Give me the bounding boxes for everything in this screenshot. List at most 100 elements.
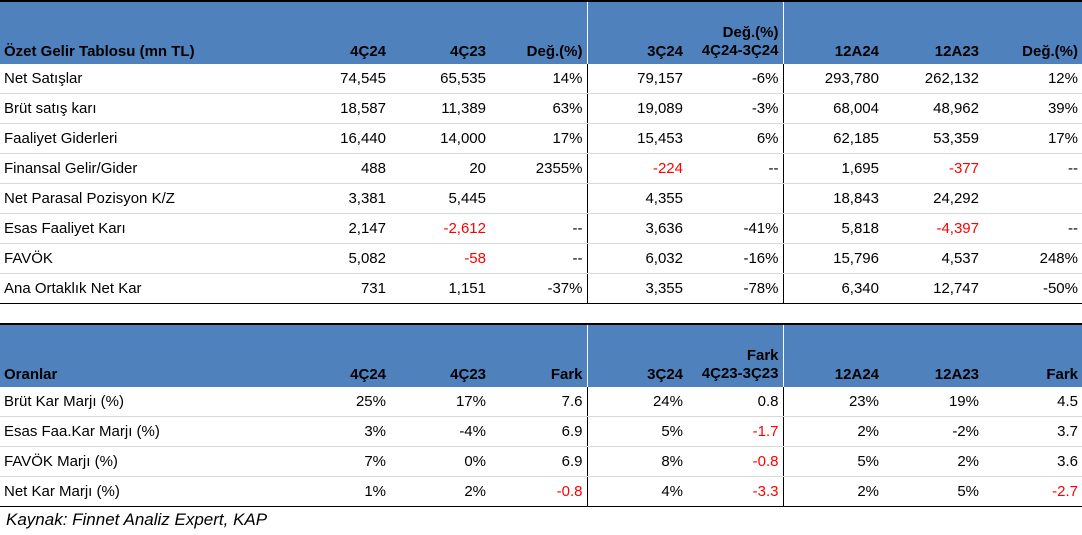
table-cell: 2355% — [490, 153, 588, 184]
income-header-cell: Özet Gelir Tablosu (mn TL) — [0, 0, 290, 64]
table-cell: 731 — [290, 273, 390, 304]
table-cell: 4.5 — [983, 387, 1082, 417]
row-label: Esas Faa.Kar Marjı (%) — [0, 416, 290, 447]
table-cell: 248% — [983, 243, 1082, 274]
table-cell: -0.8 — [490, 476, 588, 507]
ratios-body: Brüt Kar Marjı (%) 25% 17% 7.6 24% 0.8 23% 19% 4… — [0, 387, 1082, 507]
row-label: Brüt Kar Marjı (%) — [0, 387, 290, 417]
ratios-header-cell: Fark 4Ç23-3Ç23 — [687, 323, 783, 387]
table-cell: 6.9 — [490, 446, 588, 477]
table-cell: -37% — [490, 273, 588, 304]
table-cell: 3.7 — [983, 416, 1082, 447]
table-cell: -41% — [687, 213, 784, 244]
table-cell: 16,440 — [290, 123, 390, 154]
table-cell: -377 — [883, 153, 983, 184]
row-label: Brüt satış karı — [0, 93, 290, 124]
table-cell: 8% — [587, 446, 687, 477]
table-cell: -6% — [687, 64, 784, 94]
table-cell: 2,147 — [290, 213, 390, 244]
table-cell: 6,032 — [587, 243, 687, 274]
table-cell: 3,381 — [290, 183, 390, 214]
income-header-cell: 4Ç24 — [290, 0, 390, 64]
table-cell: -4,397 — [883, 213, 983, 244]
table-row: Esas Faa.Kar Marjı (%) 3% -4% 6.9 5% -1.7 2% -2… — [0, 416, 1082, 447]
ratios-header-row: Oranlar 4Ç24 4Ç23 Fark 3Ç24 Fark 4Ç23-3Ç23 12A2… — [0, 323, 1082, 387]
table-cell: 6,340 — [783, 273, 883, 304]
table-cell: 68,004 — [783, 93, 883, 124]
table-row: Faaliyet Giderleri 16,440 14,000 17% 15,453 6… — [0, 123, 1082, 154]
table-cell: 5% — [587, 416, 687, 447]
table-cell: 17% — [490, 123, 588, 154]
table-cell: -0.8 — [687, 446, 784, 477]
ratios-header-cell: Fark — [490, 323, 587, 387]
table-row: Net Parasal Pozisyon K/Z 3,381 5,445 4,355 1… — [0, 183, 1082, 214]
row-label: Finansal Gelir/Gider — [0, 153, 290, 184]
income-header-line: Değ.(%) — [722, 24, 779, 41]
table-row: Brüt satış karı 18,587 11,389 63% 19,089 -3% 6… — [0, 93, 1082, 124]
table-cell: -2.7 — [983, 476, 1082, 507]
table-cell: 6% — [687, 123, 784, 154]
table-cell: 20 — [390, 153, 490, 184]
table-cell: 79,157 — [587, 64, 687, 94]
table-cell: 65,535 — [390, 64, 490, 94]
table-cell: 3,355 — [587, 273, 687, 304]
table-cell: 2% — [783, 476, 883, 507]
table-cell: -1.7 — [687, 416, 784, 447]
table-cell: 5% — [883, 476, 983, 507]
table-cell: 14,000 — [390, 123, 490, 154]
table-cell: 74,545 — [290, 64, 390, 94]
income-header-cell: Değ.(%) — [983, 0, 1082, 64]
table-cell: 19,089 — [587, 93, 687, 124]
table-cell: 7% — [290, 446, 390, 477]
table-cell: -3% — [687, 93, 784, 124]
table-cell: 0% — [390, 446, 490, 477]
table-cell: 5,818 — [783, 213, 883, 244]
table-cell: 17% — [390, 387, 490, 417]
ratios-header-cell: Oranlar — [0, 323, 290, 387]
ratios-header-cell: 12A24 — [782, 323, 883, 387]
row-label: Net Satışlar — [0, 64, 290, 94]
table-cell: -- — [983, 213, 1082, 244]
ratios-header-cell: 4Ç23 — [390, 323, 490, 387]
table-cell: 17% — [983, 123, 1082, 154]
table-cell: -- — [490, 243, 588, 274]
table-cell: -58 — [390, 243, 490, 274]
table-cell: -50% — [983, 273, 1082, 304]
table-cell: 3% — [290, 416, 390, 447]
table-cell: 11,389 — [390, 93, 490, 124]
table-cell: 2% — [390, 476, 490, 507]
table-cell: 18,843 — [783, 183, 883, 214]
table-cell — [490, 183, 588, 214]
table-cell: 6.9 — [490, 416, 588, 447]
table-cell: 4% — [587, 476, 687, 507]
ratios-table: Oranlar 4Ç24 4Ç23 Fark 3Ç24 Fark 4Ç23-3Ç23 12A2… — [0, 323, 1082, 507]
table-cell: 2% — [883, 446, 983, 477]
table-cell: -78% — [687, 273, 784, 304]
ratios-header-cell: Fark — [983, 323, 1082, 387]
table-cell: 63% — [490, 93, 588, 124]
table-row: Brüt Kar Marjı (%) 25% 17% 7.6 24% 0.8 23% 19% 4… — [0, 387, 1082, 417]
table-row: Ana Ortaklık Net Kar 731 1,151 -37% 3,355 -78… — [0, 273, 1082, 304]
table-row: Finansal Gelir/Gider 488 20 2355% -224 -- 1,69… — [0, 153, 1082, 184]
ratios-header-line: 4Ç23-3Ç23 — [701, 365, 779, 382]
table-row: Esas Faaliyet Karı 2,147 -2,612 -- 3,636 -41%… — [0, 213, 1082, 244]
ratios-header-cell: 12A23 — [883, 323, 983, 387]
table-cell — [983, 183, 1082, 214]
table-cell: -- — [687, 153, 784, 184]
income-header-line: 4Ç24-3Ç24 — [701, 42, 779, 59]
table-cell: 262,132 — [883, 64, 983, 94]
income-body: Net Satışlar 74,545 65,535 14% 79,157 -6% 293,… — [0, 64, 1082, 304]
table-cell: 14% — [490, 64, 588, 94]
table-cell: -2% — [883, 416, 983, 447]
row-label: Faaliyet Giderleri — [0, 123, 290, 154]
table-cell: 23% — [783, 387, 883, 417]
row-label: FAVÖK Marjı (%) — [0, 446, 290, 477]
row-label: Esas Faaliyet Karı — [0, 213, 290, 244]
table-cell: 4,355 — [587, 183, 687, 214]
table-cell: 24,292 — [883, 183, 983, 214]
income-statement-table: Özet Gelir Tablosu (mn TL) 4Ç24 4Ç23 Değ.(%… — [0, 0, 1082, 304]
row-label: Net Parasal Pozisyon K/Z — [0, 183, 290, 214]
table-cell: 3.6 — [983, 446, 1082, 477]
table-cell: 293,780 — [783, 64, 883, 94]
income-header-cell: 4Ç23 — [390, 0, 490, 64]
